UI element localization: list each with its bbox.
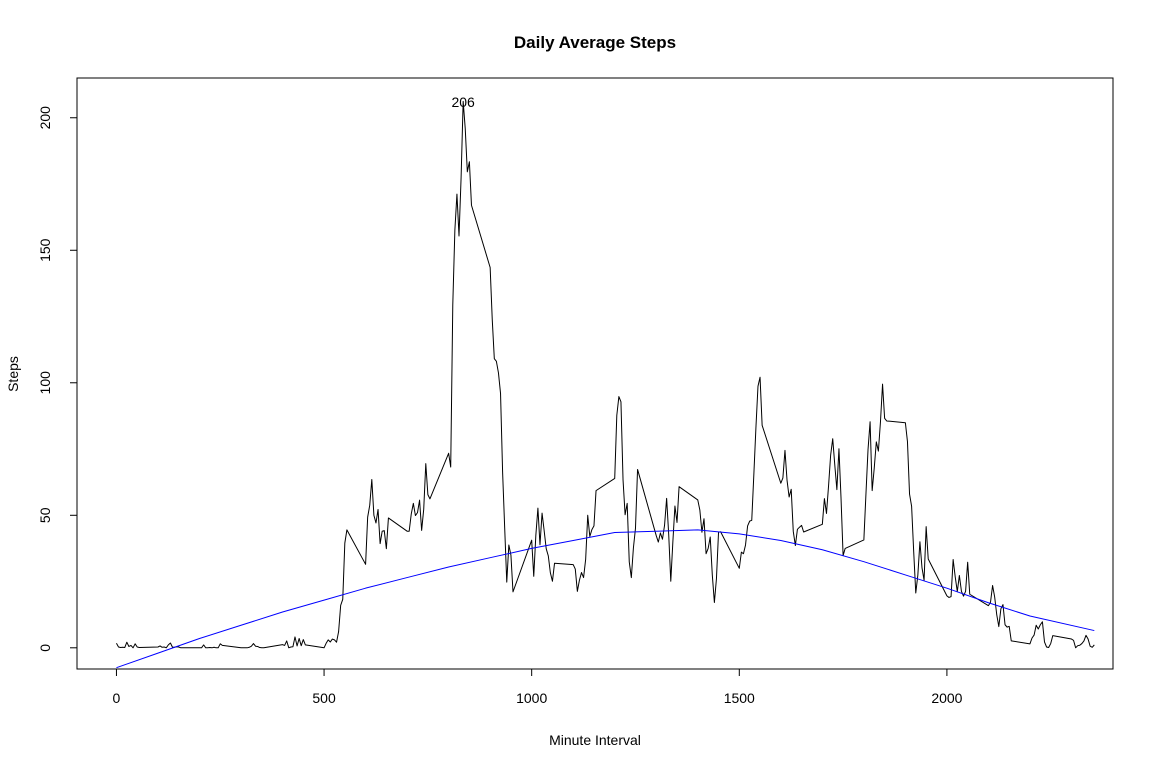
x-axis-title: Minute Interval bbox=[549, 732, 641, 748]
x-tick-label-2: 1000 bbox=[516, 690, 547, 706]
chart-title: Daily Average Steps bbox=[514, 33, 676, 52]
series-line-1 bbox=[116, 529, 1095, 669]
series-line-0 bbox=[116, 100, 1095, 649]
x-tick-label-1: 500 bbox=[312, 690, 336, 706]
y-tick-label-0: 0 bbox=[37, 644, 53, 652]
y-tick-label-1: 50 bbox=[37, 507, 53, 523]
annotation-layer: 206 bbox=[451, 94, 475, 110]
x-axis: 0 500 1000 1500 2000 bbox=[113, 668, 963, 706]
x-tick-label-4: 2000 bbox=[931, 690, 962, 706]
y-axis-title: Steps bbox=[5, 356, 21, 392]
series-layer bbox=[116, 100, 1095, 669]
x-tick-label-3: 1500 bbox=[724, 690, 755, 706]
y-axis: 0 50 100 150 200 bbox=[37, 106, 78, 652]
y-tick-label-4: 200 bbox=[37, 106, 53, 130]
x-tick-label-0: 0 bbox=[113, 690, 121, 706]
annotation-label-0: 206 bbox=[451, 94, 475, 110]
y-tick-label-3: 150 bbox=[37, 238, 53, 262]
y-tick-label-2: 100 bbox=[37, 371, 53, 395]
